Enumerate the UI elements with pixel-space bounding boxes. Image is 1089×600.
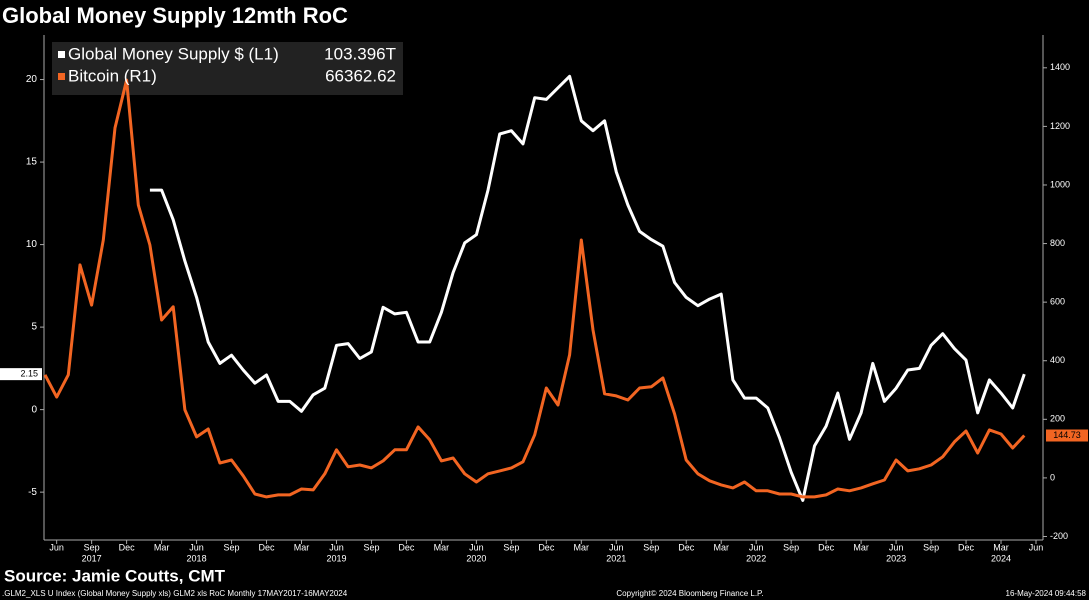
year-label: 2022 (746, 553, 766, 563)
legend-swatch (58, 51, 65, 58)
x-tick-label: Sep (923, 542, 939, 552)
chart-title: Global Money Supply 12mth RoC (2, 3, 348, 28)
footer-right: 16-May-2024 09:44:58 (1006, 589, 1087, 598)
x-tick-label: Sep (363, 542, 379, 552)
footer-center: Copyright© 2024 Bloomberg Finance L.P. (616, 589, 763, 598)
x-tick-label: Dec (818, 542, 835, 552)
y2-tick-label: 800 (1050, 238, 1065, 248)
series-line (43, 78, 1026, 499)
y-tick-label: 10 (26, 239, 38, 250)
y-tick-label: 20 (26, 74, 38, 85)
year-label: 2023 (886, 553, 906, 563)
y-tick-label: 5 (31, 322, 37, 333)
legend-swatch (58, 73, 65, 80)
series-line (149, 74, 1026, 502)
x-tick-label: Mar (574, 542, 590, 552)
x-tick-label: Jun (609, 542, 624, 552)
last-value-flag (0, 368, 42, 381)
x-tick-label: Jun (49, 542, 64, 552)
x-tick-label: Mar (294, 542, 310, 552)
year-label: 2018 (187, 553, 207, 563)
x-tick-label: Dec (398, 542, 415, 552)
x-tick-label: Jun (329, 542, 344, 552)
footer-left: .GLM2_XLS U Index (Global Money Supply x… (2, 589, 348, 598)
x-tick-label: Jun (749, 542, 764, 552)
y2-tick-label: 400 (1050, 355, 1065, 365)
y-tick-label: 0 (31, 404, 37, 415)
legend-label: Global Money Supply $ (L1) (68, 44, 279, 63)
legend-value: 66362.62 (325, 66, 396, 85)
x-tick-label: Mar (154, 542, 170, 552)
x-tick-label: Dec (958, 542, 975, 552)
legend (52, 42, 403, 95)
x-tick-label: Sep (783, 542, 799, 552)
x-tick-label: Jun (889, 542, 904, 552)
x-tick-label: Mar (853, 542, 869, 552)
x-tick-label: Dec (538, 542, 555, 552)
y-tick-label: 15 (26, 157, 38, 168)
x-tick-label: Sep (643, 542, 659, 552)
legend-label: Bitcoin (R1) (68, 66, 157, 85)
year-label: 2017 (82, 553, 102, 563)
last-value-flag (1046, 429, 1088, 442)
y-tick-label: -5 (28, 487, 37, 498)
y2-tick-label: 600 (1050, 297, 1065, 307)
y2-tick-label: 1400 (1050, 62, 1070, 72)
x-tick-label: Jun (469, 542, 484, 552)
x-tick-label: Dec (259, 542, 276, 552)
legend-value: 103.396T (324, 44, 396, 63)
year-label: 2019 (326, 553, 346, 563)
y2-tick-label: 1200 (1050, 121, 1070, 131)
y2-tick-label: 0 (1050, 472, 1055, 482)
year-label: 2021 (606, 553, 626, 563)
x-tick-label: Mar (713, 542, 729, 552)
source: Source: Jamie Coutts, CMT (4, 566, 226, 585)
y2-tick-label: 1000 (1050, 179, 1070, 189)
x-tick-label: Sep (224, 542, 240, 552)
y2-tick-label: -200 (1050, 531, 1068, 541)
year-label: 2024 (991, 553, 1011, 563)
last-value-label: 144.73 (1053, 430, 1081, 440)
last-value-label: 2.15 (20, 369, 38, 379)
x-tick-label: Sep (84, 542, 100, 552)
x-tick-label: Mar (434, 542, 450, 552)
year-label: 2020 (466, 553, 486, 563)
x-tick-label: Jun (189, 542, 204, 552)
x-tick-label: Sep (503, 542, 519, 552)
y2-tick-label: 200 (1050, 414, 1065, 424)
x-tick-label: Dec (678, 542, 695, 552)
x-tick-label: Dec (119, 542, 136, 552)
x-tick-label: Jun (1029, 542, 1044, 552)
x-tick-label: Mar (993, 542, 1009, 552)
